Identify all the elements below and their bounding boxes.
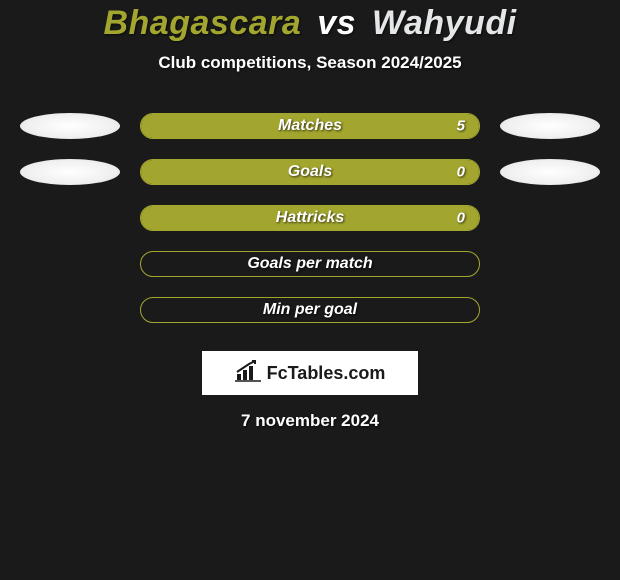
stat-row: Hattricks 0 — [0, 205, 620, 231]
stat-row: Goals 0 — [0, 159, 620, 185]
stat-value: 0 — [457, 164, 465, 181]
stat-value: 5 — [457, 118, 465, 135]
subtitle: Club competitions, Season 2024/2025 — [158, 53, 461, 73]
stat-row: Goals per match — [0, 251, 620, 277]
stat-label: Matches — [278, 117, 342, 135]
logo-box: FcTables.com — [202, 351, 418, 395]
stat-label: Min per goal — [263, 301, 357, 319]
stat-row: Matches 5 — [0, 113, 620, 139]
stat-value: 0 — [457, 210, 465, 227]
title-player1: Bhagascara — [103, 4, 301, 42]
stat-bar: Matches 5 — [140, 113, 480, 139]
page-title: Bhagascara vs Wahyudi — [103, 4, 516, 43]
chart-icon — [235, 360, 261, 387]
oval-right — [500, 113, 600, 139]
stats-rows: Matches 5 Goals 0 Hattricks 0 Goals per match M… — [0, 113, 620, 323]
stat-bar: Goals per match — [140, 251, 480, 277]
stat-bar: Hattricks 0 — [140, 205, 480, 231]
stat-label: Goals per match — [247, 255, 372, 273]
stat-label: Goals — [288, 163, 332, 181]
stat-bar: Min per goal — [140, 297, 480, 323]
oval-left — [20, 159, 120, 185]
title-vs: vs — [317, 4, 356, 42]
logo-text: FcTables.com — [267, 363, 386, 384]
stat-bar: Goals 0 — [140, 159, 480, 185]
page: Bhagascara vs Wahyudi Club competitions,… — [0, 0, 620, 580]
oval-right — [500, 159, 600, 185]
title-player2: Wahyudi — [372, 4, 517, 42]
stat-row: Min per goal — [0, 297, 620, 323]
oval-left — [20, 113, 120, 139]
stat-label: Hattricks — [276, 209, 344, 227]
date-text: 7 november 2024 — [241, 411, 379, 431]
